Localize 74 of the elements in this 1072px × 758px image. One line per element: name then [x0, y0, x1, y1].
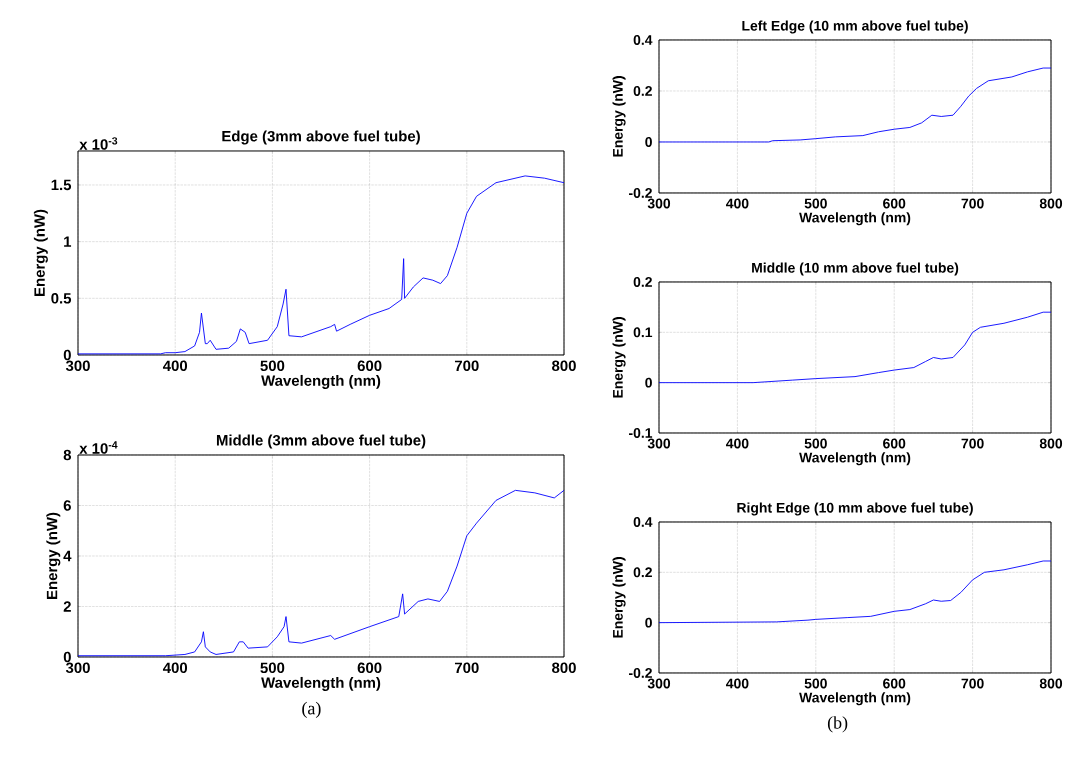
x-tick-label: 300 — [647, 678, 671, 689]
y-tick-label: 8 — [63, 449, 72, 461]
chart-title: Left Edge (10 mm above fuel tube) — [742, 20, 968, 34]
chart-title: Right Edge (10 mm above fuel tube) — [737, 502, 973, 516]
chart-title: Middle (3mm above fuel tube) — [216, 434, 426, 449]
y-tick-label: -0.2 — [629, 668, 652, 678]
x-tick-label: 300 — [65, 662, 90, 674]
x-tick-label: 500 — [260, 662, 285, 674]
x-axis-title: Wavelength (nm) — [799, 452, 911, 466]
x-tick-label: 800 — [1039, 198, 1063, 209]
chart-title: Edge (3mm above fuel tube) — [222, 130, 420, 145]
y-tick-label: 0.4 — [633, 517, 653, 527]
y-tick-label: 0 — [63, 651, 71, 663]
x-tick-label: 500 — [804, 438, 827, 449]
y-tick-label: 1.5 — [51, 179, 72, 191]
line-series — [658, 560, 1052, 624]
chart-title: Middle (10 mm above fuel tube) — [752, 262, 959, 276]
line-series — [658, 311, 1052, 384]
x-tick-label: 700 — [961, 198, 984, 209]
x-tick-label: 600 — [883, 678, 906, 689]
x-tick-label: 700 — [454, 662, 479, 674]
y-tick-label: -0.1 — [629, 428, 653, 438]
y-tick-label: 6 — [63, 500, 71, 511]
text: (a) — [302, 701, 321, 719]
x-tick-label: 400 — [725, 198, 749, 209]
x-tick-label: 700 — [961, 678, 984, 689]
x-tick-label: 300 — [647, 438, 671, 449]
x-tick-label: 600 — [883, 198, 906, 209]
y-axis-title: Energy (nW) — [612, 317, 626, 398]
y-tick-label: 2 — [63, 601, 71, 612]
x-tick-label: 800 — [1039, 438, 1063, 449]
x-tick-label: 500 — [804, 198, 827, 209]
y-tick-label: 0.2 — [633, 277, 652, 287]
x-axis-title: Wavelength (nm) — [799, 692, 911, 706]
y-tick-label: 0.2 — [633, 86, 652, 96]
text: (b) — [827, 716, 848, 733]
x-tick-label: 800 — [552, 360, 576, 372]
x-tick-label: 400 — [725, 678, 749, 689]
x-tick-label: 600 — [883, 438, 906, 449]
y-tick-label: 0 — [645, 137, 652, 147]
x-axis-title: Wavelength (nm) — [261, 374, 381, 389]
x-tick-label: 500 — [804, 678, 827, 689]
x-tick-label: 500 — [260, 360, 285, 372]
x-tick-label: 700 — [961, 438, 984, 449]
y-axis-title: Energy (nW) — [612, 557, 626, 638]
x-tick-label: 400 — [162, 662, 188, 674]
x-tick-label: 800 — [1039, 678, 1063, 689]
y-tick-label: 0.4 — [633, 35, 653, 45]
y-axis-title: Energy (nW) — [612, 76, 626, 157]
y-tick-label: 4 — [63, 550, 72, 562]
line-series — [658, 67, 1052, 143]
x-axis-title: Wavelength (nm) — [799, 212, 911, 226]
x-tick-label: 300 — [65, 360, 90, 372]
x-tick-label: 300 — [647, 198, 671, 209]
y-tick-label: 1 — [64, 236, 72, 247]
line-series — [77, 489, 565, 657]
y-tick-label: -0.2 — [629, 188, 652, 198]
text: x 10$^{-3}$ — [79, 137, 118, 150]
x-tick-label: 800 — [552, 662, 576, 674]
y-axis-title: Energy (nW) — [33, 209, 48, 296]
y-tick-label: 0 — [645, 617, 652, 628]
x-tick-label: 400 — [162, 360, 188, 372]
y-tick-label: 0 — [63, 349, 71, 361]
x-tick-label: 700 — [454, 360, 479, 372]
y-tick-label: 0.5 — [51, 293, 72, 304]
text: x 10$^{-4}$ — [79, 441, 118, 454]
y-axis-title: Energy (nW) — [46, 512, 61, 599]
x-tick-label: 400 — [725, 438, 749, 449]
y-tick-label: 0.2 — [633, 567, 652, 578]
x-tick-label: 600 — [357, 360, 382, 372]
x-tick-label: 600 — [357, 662, 382, 674]
x-axis-title: Wavelength (nm) — [261, 676, 381, 691]
y-tick-label: 0.1 — [633, 327, 653, 338]
y-tick-label: 0 — [645, 377, 652, 388]
